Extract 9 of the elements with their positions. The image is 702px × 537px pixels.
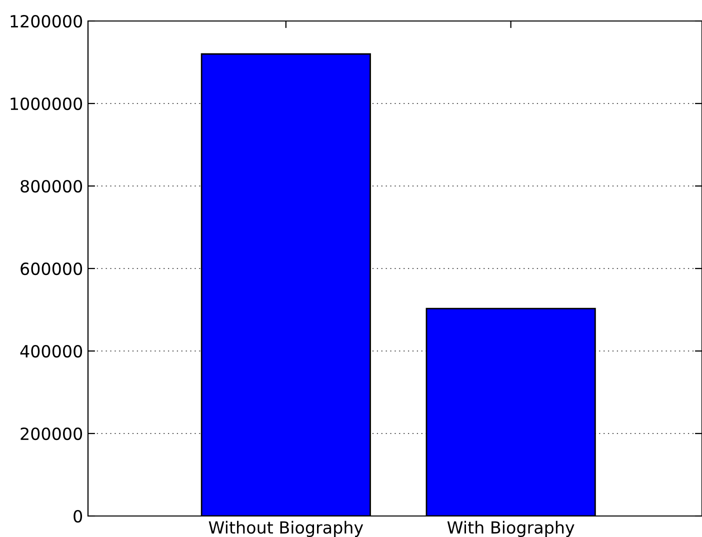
x-tick-label: Without Biography	[208, 520, 364, 537]
y-tick-label: 0	[74, 510, 82, 523]
y-tick-label: 400000	[20, 344, 82, 358]
y-tick-label: 200000	[20, 427, 82, 440]
y-tick-label: 1200000	[10, 14, 82, 28]
x-tick-label: With Biography	[447, 520, 574, 537]
y-tick-label: 1000000	[10, 97, 82, 110]
y-tick-label: 800000	[20, 180, 82, 193]
y-tick-label: 600000	[20, 262, 82, 276]
